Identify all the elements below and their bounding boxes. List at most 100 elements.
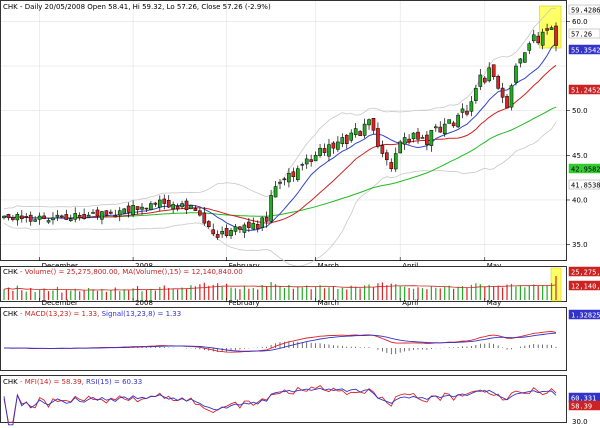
axis-badge-label: 59.4286 (571, 7, 600, 15)
volume-bar (212, 284, 214, 300)
candle-body (238, 226, 242, 230)
candle-body (131, 205, 135, 216)
volume-bar (30, 288, 32, 300)
candle-body (465, 110, 469, 115)
candle-body (215, 234, 220, 238)
candle-body (411, 132, 416, 140)
volume-bar (395, 284, 397, 300)
candle-body (442, 123, 447, 135)
volume-bar (208, 285, 210, 300)
axis-badge-label: 60.331 (571, 395, 596, 403)
candle-body (416, 131, 420, 140)
volume-bar (39, 289, 41, 300)
candle-body (358, 131, 362, 136)
candle-body (224, 228, 229, 236)
candle-body (211, 229, 216, 235)
candle-body (46, 220, 51, 223)
axis-badge-label: 42.9582 (571, 166, 600, 174)
candle-body (273, 186, 278, 198)
volume-bar (12, 290, 14, 300)
axis-badge-box (568, 44, 600, 55)
volume-bar (297, 286, 299, 300)
candle-body (28, 214, 33, 222)
volume-bar (488, 285, 490, 300)
candle-body (393, 153, 398, 170)
volume-bar (150, 288, 152, 300)
volume-bar (79, 291, 81, 300)
candle-body (60, 215, 64, 218)
axis-badge-box (568, 400, 600, 411)
volume-bar (337, 288, 339, 300)
candle-body (451, 122, 456, 127)
price-panel-frame (0, 0, 567, 261)
x-tick-label: April (402, 262, 418, 270)
volume-bar (181, 287, 183, 300)
candle-body (68, 218, 73, 221)
x-tick-label: December (42, 299, 78, 307)
volume-bar (368, 284, 370, 300)
price-panel: CHK - Daily 20/05/2008 Open 58.41, Hi 59… (0, 0, 600, 270)
volume-bar (457, 287, 459, 300)
candle-body (295, 168, 300, 180)
candle-body (189, 205, 193, 210)
volume-bar (172, 288, 174, 300)
candle-body (82, 214, 86, 219)
volume-bar (283, 288, 286, 300)
x-tick-label: February (229, 262, 260, 270)
volume-bar (555, 276, 557, 300)
axis-badge-label: 58.39 (571, 403, 592, 411)
volume-bar (506, 284, 508, 300)
volume-bar (359, 288, 361, 300)
candle-body (180, 203, 184, 208)
axis-badge-box (568, 266, 600, 277)
volume-bar (3, 289, 5, 300)
candle-body (251, 222, 256, 230)
volume-bar (332, 286, 335, 300)
volume-bar (542, 285, 544, 300)
y-tick-label: 60.0 (572, 18, 588, 26)
candle-body (482, 77, 487, 83)
candle-body (407, 138, 411, 143)
volume-bar (412, 288, 415, 300)
volume-bar (288, 284, 290, 300)
candle-body (229, 230, 233, 237)
volume-bar (315, 286, 317, 300)
candle-body (19, 215, 24, 219)
candle-body (104, 210, 109, 216)
candle-body (456, 114, 460, 128)
volume-bar (475, 283, 477, 300)
volume-bar (270, 282, 272, 300)
volume-bar (145, 289, 148, 300)
volume-bar (444, 287, 446, 300)
volume-bar (230, 287, 232, 300)
candle-body (514, 65, 518, 83)
candle-body (122, 208, 127, 214)
rsi-header: CHK - MFI(14) = 58.39, RSI(15) = 60.33 (3, 378, 142, 386)
volume-bar (266, 286, 268, 300)
volume-bar (7, 287, 10, 300)
volume-bar (239, 289, 241, 300)
candle-body (545, 28, 549, 31)
volume-bar (243, 286, 245, 300)
candle-body (540, 31, 545, 46)
candle-body (37, 215, 42, 220)
volume-bar (221, 286, 223, 300)
volume-bar (47, 291, 50, 300)
volume-bar (479, 284, 481, 300)
candle-body (11, 217, 15, 220)
volume-bar (323, 288, 326, 300)
y-tick-label: 40.0 (572, 196, 588, 204)
volume-bar (528, 285, 530, 300)
candle-body (420, 137, 425, 139)
candle-body (336, 141, 340, 150)
volume-panel: CHK - Volume() = 25,275,800.00, MA(Volum… (0, 266, 600, 307)
candle-body (429, 130, 434, 146)
volume-bar (43, 288, 45, 300)
candle-body (549, 27, 554, 30)
candle-body (260, 217, 265, 228)
candle-body (304, 158, 309, 165)
ma-fast-line (3, 43, 557, 231)
volume-bar (203, 282, 205, 300)
candle-body (6, 214, 11, 219)
